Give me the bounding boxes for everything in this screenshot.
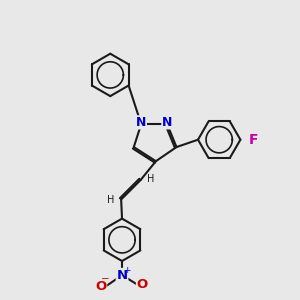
Text: N: N	[116, 268, 128, 282]
Text: O: O	[136, 278, 148, 291]
Text: −: −	[101, 274, 110, 284]
Text: H: H	[107, 195, 115, 205]
Text: F: F	[249, 133, 258, 147]
Text: +: +	[123, 266, 131, 274]
Text: O: O	[95, 280, 107, 293]
Text: N: N	[162, 116, 172, 129]
Text: N: N	[136, 116, 146, 129]
Text: H: H	[147, 174, 154, 184]
